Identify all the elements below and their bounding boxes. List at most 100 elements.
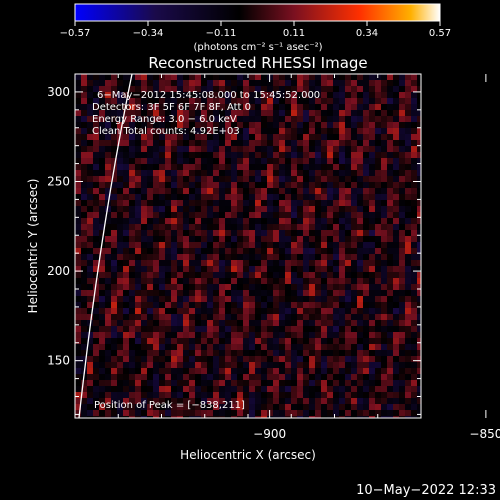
heatmap-cell — [165, 188, 172, 195]
heatmap-cell — [315, 182, 322, 189]
heatmap-cell — [309, 188, 316, 195]
heatmap-cell — [87, 146, 94, 153]
heatmap-cell — [369, 350, 376, 357]
heatmap-cell — [327, 374, 334, 381]
heatmap-cell — [315, 338, 322, 345]
heatmap-cell — [345, 224, 352, 231]
heatmap-cell — [243, 86, 250, 93]
heatmap-cell — [411, 368, 418, 375]
heatmap-cell — [207, 224, 214, 231]
heatmap-cell — [321, 278, 328, 285]
heatmap-cell — [135, 206, 142, 213]
heatmap-cell — [297, 350, 304, 357]
heatmap-cell — [87, 188, 94, 195]
heatmap-cell — [309, 290, 316, 297]
heatmap-cell — [345, 110, 352, 117]
heatmap-cell — [99, 320, 106, 327]
heatmap-cell — [327, 146, 334, 153]
heatmap-cell — [141, 98, 148, 105]
heatmap-cell — [363, 404, 370, 411]
heatmap-cell — [267, 302, 274, 309]
heatmap-cell — [87, 194, 94, 201]
heatmap-cell — [123, 80, 130, 87]
heatmap-cell — [93, 104, 100, 111]
heatmap-cell — [309, 110, 316, 117]
heatmap-cell — [213, 308, 220, 315]
heatmap-cell — [255, 122, 262, 129]
heatmap-cell — [417, 356, 421, 363]
heatmap-cell — [123, 176, 130, 183]
heatmap-cell — [213, 218, 220, 225]
heatmap-cell — [291, 104, 298, 111]
heatmap-cell — [345, 146, 352, 153]
heatmap-cell — [363, 416, 370, 418]
heatmap-cell — [141, 344, 148, 351]
heatmap-cell — [267, 188, 274, 195]
heatmap-cell — [393, 290, 400, 297]
heatmap-cell — [405, 194, 412, 201]
heatmap-cell — [231, 296, 238, 303]
heatmap-cell — [165, 110, 172, 117]
heatmap-cell — [123, 200, 130, 207]
heatmap-cell — [147, 170, 154, 177]
heatmap-cell — [207, 140, 214, 147]
heatmap-cell — [297, 284, 304, 291]
heatmap-cell — [279, 188, 286, 195]
heatmap-cell — [225, 236, 232, 243]
heatmap-cell — [225, 158, 232, 165]
heatmap-cell — [405, 80, 412, 87]
heatmap-cell — [165, 272, 172, 279]
heatmap-cell — [327, 98, 334, 105]
heatmap-cell — [207, 206, 214, 213]
heatmap-cell — [87, 182, 94, 189]
heatmap-cell — [297, 386, 304, 393]
heatmap-cell — [75, 170, 82, 177]
heatmap-cell — [285, 182, 292, 189]
heatmap-cell — [411, 398, 418, 405]
heatmap-cell — [171, 92, 178, 99]
heatmap-cell — [309, 344, 316, 351]
heatmap-cell — [387, 254, 394, 261]
heatmap-cell — [87, 284, 94, 291]
heatmap-cell — [105, 170, 112, 177]
heatmap-cell — [123, 140, 130, 147]
heatmap-cell — [345, 410, 352, 417]
colorbar-tick-label: 0.11 — [283, 28, 305, 39]
heatmap-cell — [411, 86, 418, 93]
heatmap-cell — [201, 122, 208, 129]
heatmap-cell — [273, 284, 280, 291]
heatmap-cell — [153, 158, 160, 165]
heatmap-cell — [261, 212, 268, 219]
heatmap-cell — [183, 80, 190, 87]
heatmap-cell — [219, 320, 226, 327]
heatmap-cell — [135, 188, 142, 195]
heatmap-cell — [111, 344, 118, 351]
heatmap-cell — [405, 110, 412, 117]
heatmap-cell — [183, 86, 190, 93]
heatmap-cell — [141, 296, 148, 303]
heatmap-cell — [141, 140, 148, 147]
heatmap-cell — [147, 404, 154, 411]
heatmap-cell — [405, 278, 412, 285]
heatmap-cell — [99, 368, 106, 375]
heatmap-cell — [117, 410, 124, 417]
heatmap-cell — [111, 380, 118, 387]
heatmap-cell — [339, 134, 346, 141]
heatmap-cell — [351, 218, 358, 225]
heatmap-cell — [297, 86, 304, 93]
heatmap-cell — [225, 110, 232, 117]
heatmap-cell — [153, 188, 160, 195]
heatmap-cell — [381, 374, 388, 381]
heatmap-cell — [375, 386, 382, 393]
heatmap-cell — [249, 380, 256, 387]
heatmap-cell — [81, 206, 88, 213]
heatmap-cell — [243, 194, 250, 201]
heatmap-cell — [189, 404, 196, 411]
heatmap-cell — [81, 116, 88, 123]
heatmap-cell — [123, 248, 130, 255]
heatmap-cell — [255, 134, 262, 141]
heatmap-cell — [387, 176, 394, 183]
heatmap-cell — [117, 116, 124, 123]
heatmap-cell — [333, 134, 340, 141]
heatmap-cell — [279, 320, 286, 327]
